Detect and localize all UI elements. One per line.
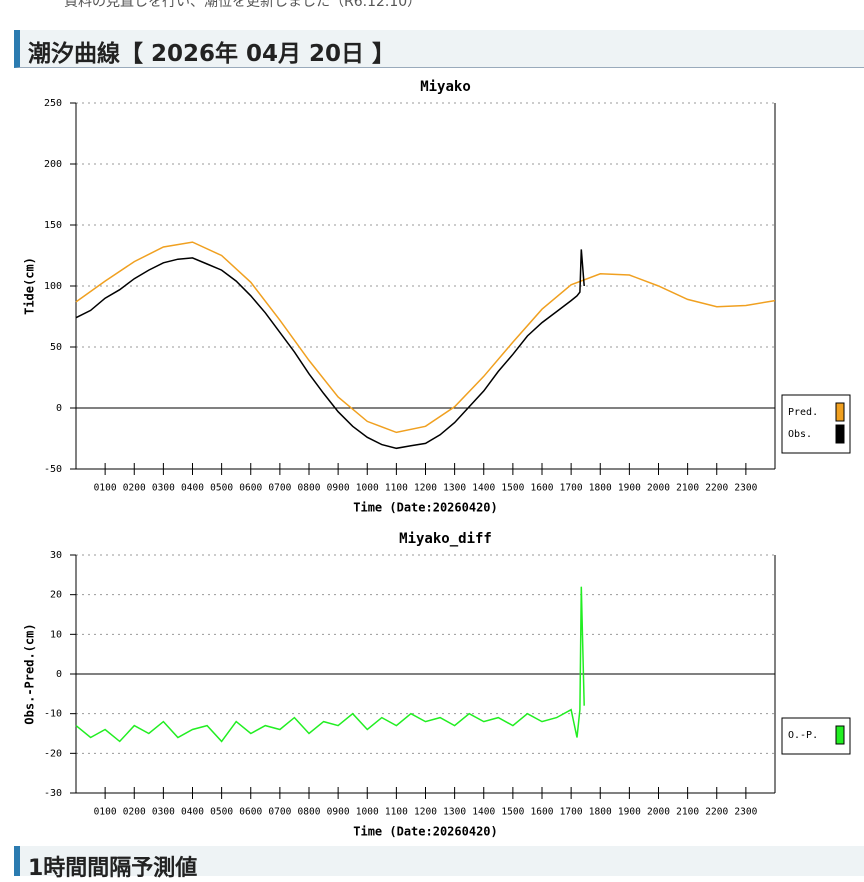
- x-tick-label: 1300: [443, 483, 466, 494]
- x-tick-label: 1100: [385, 807, 408, 818]
- x-tick-label: 1500: [501, 483, 524, 494]
- legend-label: O.-P.: [788, 730, 818, 741]
- y-axis-label: Tide(cm): [23, 257, 37, 315]
- x-tick-label: 2000: [647, 807, 670, 818]
- x-tick-label: 2200: [705, 807, 728, 818]
- section-header: 1時間間隔予測値: [14, 846, 864, 881]
- x-tick-label: 1500: [501, 807, 524, 818]
- legend-swatch: [835, 402, 845, 422]
- series-line: [75, 586, 585, 743]
- legend-label: Pred.: [788, 407, 818, 418]
- y-tick-label: 50: [50, 342, 62, 353]
- y-tick-label: 10: [50, 629, 62, 640]
- y-tick-label: 150: [44, 220, 62, 231]
- series-line: [75, 249, 585, 450]
- x-tick-label: 2100: [676, 483, 699, 494]
- x-axis-label: Time (Date:20260420): [353, 825, 498, 839]
- legend-swatch: [835, 725, 845, 745]
- x-tick-label: 2200: [705, 483, 728, 494]
- x-tick-label: 2000: [647, 483, 670, 494]
- x-tick-label: 1800: [589, 807, 612, 818]
- y-tick-label: 250: [44, 98, 62, 109]
- y-tick-label: 200: [44, 159, 62, 170]
- x-tick-label: 0500: [210, 483, 233, 494]
- legend-label: Obs.: [788, 429, 812, 440]
- x-tick-label: 0700: [268, 807, 291, 818]
- x-tick-label: 1300: [443, 807, 466, 818]
- legend-swatch: [835, 424, 845, 444]
- section-title: 潮汐曲線【 2026年 04月 20日 】: [28, 41, 396, 67]
- y-tick-label: -50: [44, 464, 62, 475]
- x-tick-label: 1600: [531, 807, 554, 818]
- x-tick-label: 0800: [298, 483, 321, 494]
- section-title: 1時間間隔予測値: [28, 856, 198, 881]
- x-tick-label: 0200: [123, 807, 146, 818]
- x-tick-label: 1100: [385, 483, 408, 494]
- x-tick-label: 0400: [181, 807, 204, 818]
- x-tick-label: 0300: [152, 807, 175, 818]
- x-tick-label: 1000: [356, 483, 379, 494]
- x-tick-label: 0100: [94, 807, 117, 818]
- x-axis-label: Time (Date:20260420): [353, 501, 498, 515]
- notice: 資料の見直しを行い、潮位を更新しました（R6.12.10）: [64, 0, 422, 10]
- x-tick-label: 1200: [414, 807, 437, 818]
- x-tick-label: 2300: [734, 483, 757, 494]
- y-axis-label: Obs.-Pred.(cm): [23, 623, 37, 724]
- x-tick-label: 0600: [239, 483, 262, 494]
- x-tick-label: 0900: [327, 483, 350, 494]
- chart-title: Miyako_diff: [399, 531, 492, 547]
- x-tick-label: 0300: [152, 483, 175, 494]
- y-tick-label: -20: [44, 748, 62, 759]
- y-tick-label: 0: [56, 669, 62, 680]
- x-tick-label: 2300: [734, 807, 757, 818]
- x-tick-label: 0400: [181, 483, 204, 494]
- y-tick-label: -10: [44, 709, 62, 720]
- x-tick-label: 0500: [210, 807, 233, 818]
- y-tick-label: 30: [50, 550, 62, 561]
- x-tick-label: 1600: [531, 483, 554, 494]
- x-tick-label: 1700: [560, 483, 583, 494]
- x-tick-label: 2100: [676, 807, 699, 818]
- x-tick-label: 1800: [589, 483, 612, 494]
- chart-title: Miyako: [420, 79, 471, 95]
- x-tick-label: 1400: [472, 807, 495, 818]
- x-tick-label: 0200: [123, 483, 146, 494]
- x-tick-label: 1900: [618, 807, 641, 818]
- x-tick-label: 0900: [327, 807, 350, 818]
- page: 資料の見直しを行い、潮位を更新しました（R6.12.10） 潮汐曲線【 2026…: [14, 0, 864, 881]
- x-tick-label: 1000: [356, 807, 379, 818]
- x-tick-label: 0600: [239, 807, 262, 818]
- y-tick-label: 20: [50, 590, 62, 601]
- section-header: 潮汐曲線【 2026年 04月 20日 】: [14, 30, 864, 68]
- x-tick-label: 1900: [618, 483, 641, 494]
- x-tick-label: 1700: [560, 807, 583, 818]
- y-tick-label: -30: [44, 788, 62, 799]
- x-tick-label: 0100: [94, 483, 117, 494]
- y-tick-label: 0: [56, 403, 62, 414]
- x-tick-label: 1200: [414, 483, 437, 494]
- x-tick-label: 0800: [298, 807, 321, 818]
- series-line: [75, 241, 776, 434]
- y-tick-label: 100: [44, 281, 62, 292]
- x-tick-label: 1400: [472, 483, 495, 494]
- x-tick-label: 0700: [268, 483, 291, 494]
